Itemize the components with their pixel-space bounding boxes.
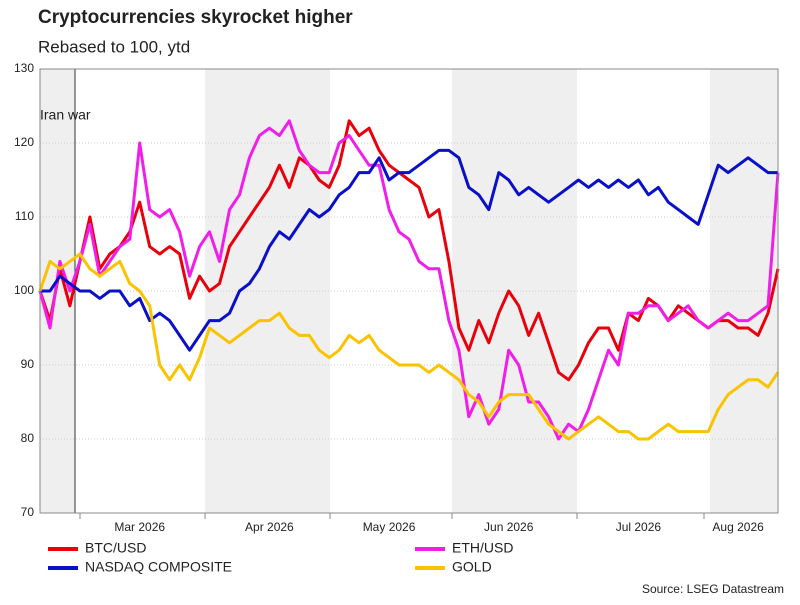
chart-title: Cryptocurrencies skyrocket higher xyxy=(38,7,353,28)
y-tick-label: 70 xyxy=(21,505,35,519)
annotation: Iran war xyxy=(40,107,91,123)
series-line xyxy=(38,119,780,441)
x-tick-label: Mar 2026 xyxy=(114,520,165,534)
plot-border xyxy=(39,68,779,514)
y-tick-label: 130 xyxy=(14,61,34,75)
month-ticks xyxy=(79,513,705,519)
y-tick-label: 100 xyxy=(14,283,34,297)
x-tick-label: Jul 2026 xyxy=(616,520,662,534)
legend-label: GOLD xyxy=(452,559,492,575)
series-line xyxy=(38,252,780,441)
x-tick-label: Jun 2026 xyxy=(484,520,534,534)
series-line xyxy=(40,148,778,352)
y-tick-label: 80 xyxy=(21,431,35,445)
shade xyxy=(205,69,330,513)
source: Source: LSEG Datastream xyxy=(642,582,784,596)
y-tick-label: 110 xyxy=(15,209,34,223)
x-tick-label: May 2026 xyxy=(363,520,416,534)
lines xyxy=(38,119,780,441)
chart-subtitle: Rebased to 100, ytd xyxy=(38,37,190,56)
legend: BTC/USD ETH/USD NASDAQ COMPOSITE GOLD xyxy=(48,540,513,575)
legend-label: ETH/USD xyxy=(452,540,513,556)
y-tick-label: 120 xyxy=(14,135,34,149)
y-tick-label: 90 xyxy=(21,357,35,371)
legend-label: BTC/USD xyxy=(85,540,146,556)
x-tick-label: Aug 2026 xyxy=(712,520,764,534)
grid xyxy=(40,68,778,514)
legend-label: NASDAQ COMPOSITE xyxy=(85,559,232,575)
x-tick-label: Apr 2026 xyxy=(245,520,294,534)
series-line xyxy=(38,119,780,382)
